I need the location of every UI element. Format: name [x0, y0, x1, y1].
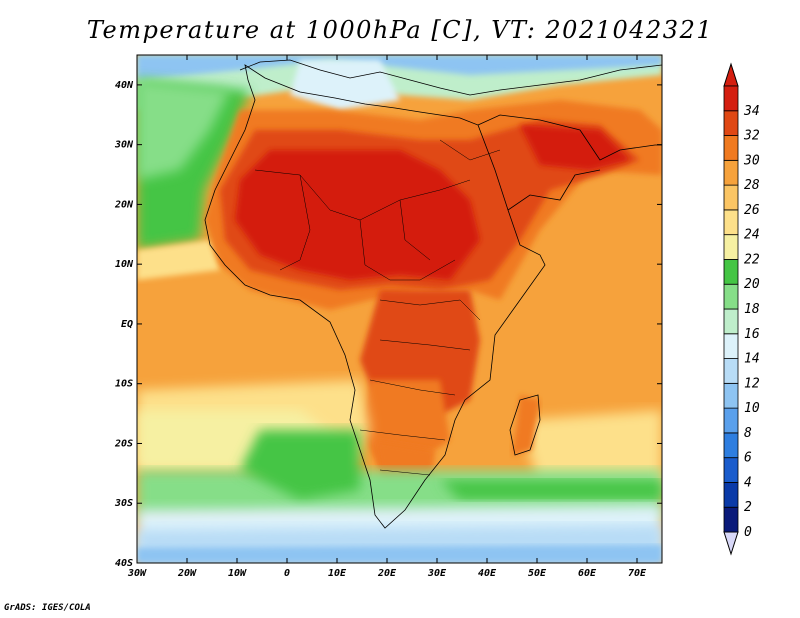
- colorbar-label: 4: [744, 475, 752, 490]
- temperature-field: [137, 55, 662, 563]
- colorbar-label: 20: [744, 277, 760, 292]
- colorbar-label: 34: [743, 104, 760, 119]
- colorbar-swatch: [723, 135, 739, 161]
- colorbar-label: 18: [744, 302, 760, 317]
- colorbar-label: 10: [744, 401, 760, 416]
- x-tick-label: 70E: [628, 568, 647, 579]
- colorbar-label: 12: [744, 376, 760, 391]
- colorbar-swatch: [723, 184, 739, 211]
- colorbar-label: 32: [743, 129, 760, 144]
- colorbar-swatch: [723, 432, 739, 459]
- x-tick-label: 20W: [177, 568, 197, 579]
- colorbar-swatch: [723, 209, 739, 236]
- colorbar-label: 24: [744, 228, 760, 243]
- axes: 30W 20W 10W 0 10E 20E 30E 40E 50E 60E 70E 40N 30N 20N…: [114, 55, 662, 579]
- colorbar-swatch: [723, 110, 739, 136]
- y-tick-label: 40S: [115, 558, 133, 569]
- colorbar-swatch: [723, 506, 739, 533]
- plot-frame: [136, 54, 663, 564]
- y-tick-label: EQ: [121, 319, 133, 330]
- x-tick-label: 40E: [478, 568, 497, 579]
- y-tick-label: 10N: [115, 259, 134, 270]
- colorbar-over-arrow: [723, 62, 739, 87]
- colorbar-swatch: [723, 283, 739, 310]
- x-tick-label: 30W: [127, 568, 147, 579]
- colorbar-swatch: [723, 159, 739, 186]
- colorbar-swatch: [723, 407, 739, 434]
- y-tick-label: 20S: [114, 438, 133, 449]
- colorbar-swatch: [723, 358, 739, 384]
- colorbar-swatch: [723, 234, 739, 260]
- colorbar-label: 14: [744, 352, 760, 367]
- colorbar-label: 2: [744, 500, 752, 515]
- colorbar-swatch: [723, 333, 739, 359]
- y-tick-label: 20N: [114, 199, 134, 210]
- colorbar-label: 16: [744, 327, 760, 342]
- y-tick-label: 30S: [114, 498, 133, 509]
- x-tick-label: 60E: [578, 568, 597, 579]
- credit-label: GrADS: IGES/COLA: [4, 603, 91, 613]
- y-tick-label: 10S: [115, 379, 133, 390]
- colorbar-label: 0: [744, 525, 752, 540]
- colorbar-swatch: [723, 382, 739, 409]
- x-tick-label: 10W: [228, 568, 247, 579]
- x-tick-label: 10E: [328, 568, 347, 579]
- colorbar-label: 22: [744, 252, 760, 267]
- colorbar-swatch: [723, 457, 739, 483]
- x-tick-label: 0: [284, 568, 290, 579]
- colorbar-swatch: [723, 482, 739, 508]
- colorbar-label: 26: [744, 203, 760, 218]
- colorbar-swatch: [723, 259, 739, 285]
- x-tick-label: 50E: [528, 568, 547, 579]
- country-borders: [254, 139, 501, 476]
- colorbar-label: 8: [744, 426, 752, 441]
- x-tick-label: 20E: [377, 568, 397, 579]
- colorbar-swatch: [723, 85, 739, 112]
- colorbar-label: 28: [744, 178, 760, 193]
- colorbar-under-arrow: [723, 531, 739, 556]
- y-tick-label: 40N: [115, 80, 134, 91]
- colorbar-label: 6: [744, 451, 752, 466]
- colorbar-label: 30: [743, 153, 760, 168]
- colorbar-swatch: [723, 308, 739, 335]
- x-tick-label: 30E: [427, 568, 447, 579]
- coastlines: [204, 59, 662, 529]
- map-title: Temperature at 1000hPa [C], VT: 20210423…: [86, 16, 714, 44]
- y-tick-label: 30N: [114, 140, 134, 151]
